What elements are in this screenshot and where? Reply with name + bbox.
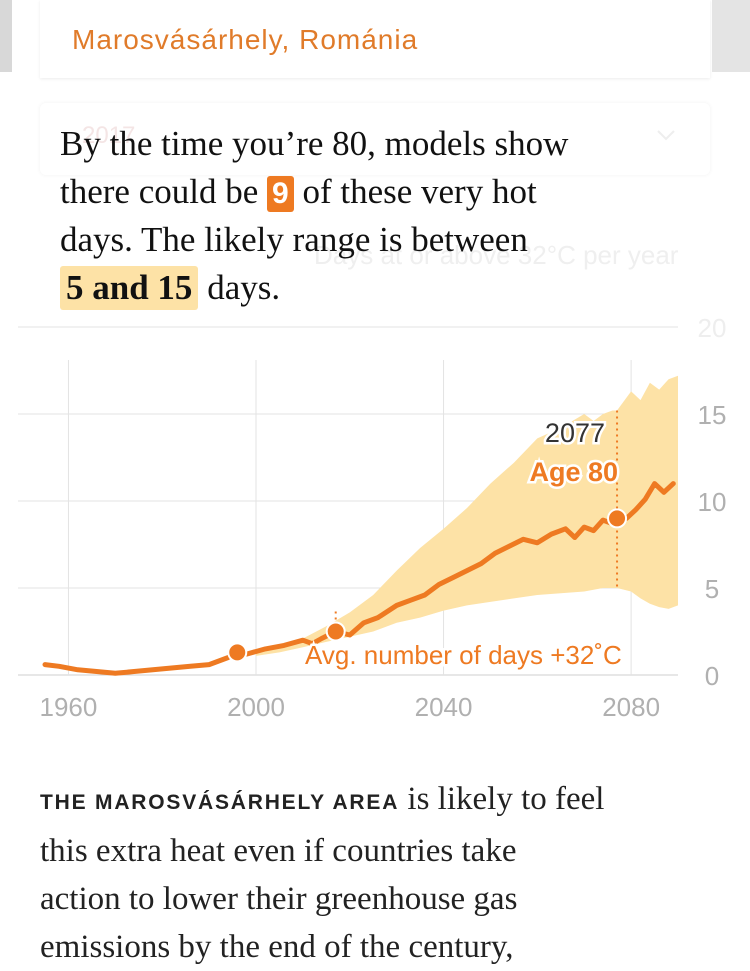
current-year-point xyxy=(325,621,346,642)
age-80-point xyxy=(607,508,628,529)
x-tick-label: 2080 xyxy=(602,692,660,722)
headline-text: days. xyxy=(207,268,281,307)
paragraph-line-3: action to lower their greenhouse gas xyxy=(40,881,518,917)
birth-year-value: 2017 xyxy=(82,122,136,149)
location-label[interactable]: Marosvásárhely, Románia xyxy=(72,24,419,55)
likely-range-band xyxy=(256,375,678,656)
location-input-box[interactable] xyxy=(40,0,710,78)
paragraph-line-1: THE MAROSVÁSÁRHELY AREA is likely to fee… xyxy=(40,775,700,827)
y-tick-label: 15 xyxy=(698,400,727,430)
paragraph-line-4: emissions by the end of the century, xyxy=(40,929,514,965)
x-tick-label: 1960 xyxy=(40,692,98,722)
birth-year-point xyxy=(227,642,248,663)
headline-text: there could be xyxy=(60,172,259,211)
headline-text: of these very hot xyxy=(302,172,537,211)
y-tick-label: 10 xyxy=(698,487,727,517)
x-tick-label: 2000 xyxy=(227,692,285,722)
x-tick-label: 2040 xyxy=(415,692,473,722)
current-average-label: Avg. number of days +32˚C xyxy=(305,640,622,670)
heat-days-chart: 0 5 10 15 20 1960 2000 2040 2080 Avg. number of d… xyxy=(18,313,727,722)
y-tick-label: 5 xyxy=(705,574,719,604)
paragraph-line-2: this extra heat even if countries take xyxy=(40,833,517,869)
paragraph-lead: THE MAROSVÁSÁRHELY AREA xyxy=(40,791,400,814)
headline-line-2: there could be 9 of these very hot xyxy=(60,168,700,216)
median-line xyxy=(42,481,676,676)
headline-line-1: By the time you’re 80, models show xyxy=(60,124,569,163)
overlay-edge-left xyxy=(0,0,12,72)
paragraph-text: is likely to feel xyxy=(407,781,605,817)
article-paragraph: THE MAROSVÁSÁRHELY AREA is likely to fee… xyxy=(40,775,700,971)
y-tick-label: 20 xyxy=(698,313,727,343)
chevron-down-icon[interactable] xyxy=(656,128,676,142)
future-year-label: 2077 xyxy=(545,418,605,448)
headline-line-4: 5 and 15 days. xyxy=(60,264,700,312)
future-age-label: Age 80 xyxy=(529,457,618,487)
y-tick-label: 0 xyxy=(705,661,719,691)
headline: By the time you’re 80, models show there… xyxy=(60,120,700,312)
overlay-edge-right xyxy=(712,0,750,72)
chart-y-axis-label: Days at or above 32°C per year xyxy=(314,240,679,270)
headline-line-3: days. The likely range is between xyxy=(60,220,528,259)
likely-range-highlight: 5 and 15 xyxy=(60,266,199,310)
median-days-badge: 9 xyxy=(267,176,294,212)
birth-year-select[interactable] xyxy=(40,103,710,175)
